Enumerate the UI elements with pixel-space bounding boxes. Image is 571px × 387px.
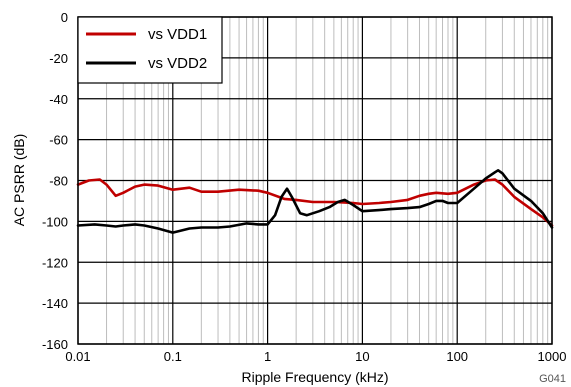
x-tick-label: 0.01 [65, 349, 90, 364]
series-line-vdd2 [76, 169, 554, 234]
series-layer [76, 169, 554, 234]
x-tick-label: 10 [355, 349, 369, 364]
y-tick-label: -40 [49, 92, 68, 107]
y-tick-labels: 0 -20 -40 -60 -80 -100 -120 -140 -160 [42, 10, 68, 352]
y-tick-label: -60 [49, 133, 68, 148]
legend-box [77, 16, 223, 84]
figure-id: G041 [539, 373, 566, 385]
y-axis-label: AC PSRR (dB) [11, 134, 27, 227]
x-tick-label: 0.1 [164, 349, 182, 364]
legend-label-vdd1: vs VDD1 [148, 26, 207, 43]
x-tick-labels: 0.01 0.1 1 10 100 1000 [65, 349, 566, 364]
y-tick-label: -160 [42, 337, 68, 352]
legend: vs VDD1 vs VDD2 [77, 16, 223, 84]
y-tick-label: -20 [49, 51, 68, 66]
x-tick-label: 1000 [538, 349, 567, 364]
y-tick-label: -80 [49, 174, 68, 189]
x-tick-label: 100 [446, 349, 468, 364]
y-tick-label: 0 [61, 10, 68, 25]
y-tick-label: -120 [42, 255, 68, 270]
x-axis-label: Ripple Frequency (kHz) [241, 369, 388, 385]
legend-label-vdd2: vs VDD2 [148, 55, 207, 72]
y-tick-label: -100 [42, 214, 68, 229]
x-tick-label: 1 [264, 349, 271, 364]
plot-frame [77, 16, 553, 345]
y-tick-label: -140 [42, 296, 68, 311]
